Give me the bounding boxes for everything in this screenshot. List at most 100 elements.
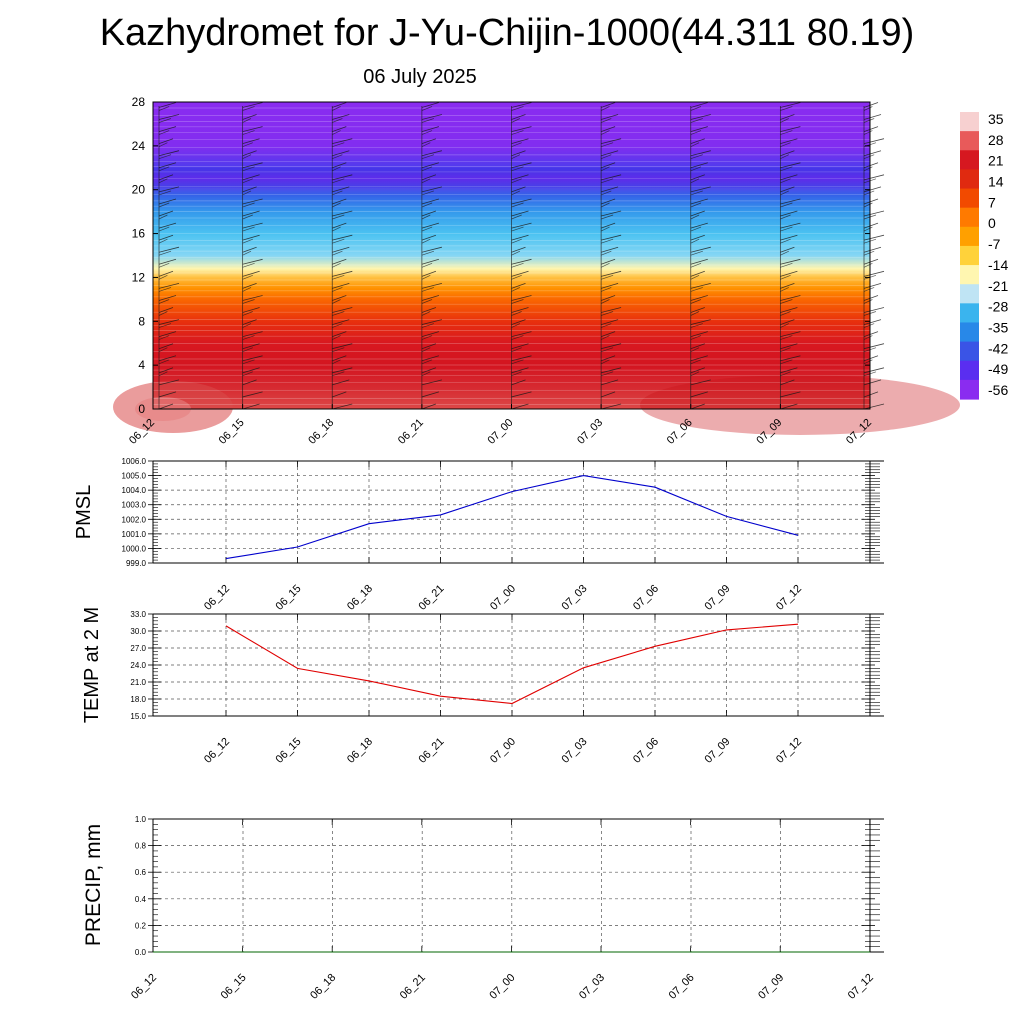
colorbar-label: 21: [988, 153, 1004, 169]
wind-barb-feather: [600, 250, 612, 256]
wind-barb: [421, 222, 440, 229]
colorbar-swatch: [960, 265, 979, 285]
wind-barb: [601, 307, 622, 313]
wind-barb: [158, 114, 180, 120]
x-tick-label: 06_15: [219, 972, 249, 1002]
wind-barb-feather: [332, 287, 343, 292]
colorbar-label: -35: [988, 320, 1008, 336]
wind-barb-feather: [158, 299, 170, 304]
x-tick-label: 07_06: [631, 736, 661, 766]
wind-barb: [158, 234, 174, 241]
wind-barb-feather: [863, 190, 875, 196]
wind-barb: [601, 174, 622, 181]
wind-barb-feather: [511, 250, 521, 256]
wind-barb: [332, 307, 353, 313]
wind-barb-feather: [242, 250, 252, 256]
colorbar-swatch: [960, 169, 979, 190]
wind-barb-feather: [242, 299, 255, 304]
wind-barb-feather: [511, 130, 524, 135]
wind-barb: [158, 150, 180, 157]
wind-barb-feather: [511, 190, 521, 196]
wind-barb: [863, 234, 885, 241]
wind-barb: [780, 126, 801, 132]
wind-barb-feather: [332, 311, 345, 316]
wind-barb-feather: [242, 359, 255, 365]
wind-barb: [158, 403, 174, 410]
wind-barb: [780, 319, 795, 325]
wind-barb-feather: [332, 130, 341, 135]
wind-barb-feather: [158, 178, 168, 184]
wind-barb: [511, 222, 532, 229]
wind-barb-column: [511, 102, 532, 410]
wind-barb: [780, 258, 801, 265]
wind-barb: [332, 234, 353, 241]
wind-barb-feather: [511, 214, 522, 220]
wind-barb-feather: [780, 299, 793, 304]
wind-barb-feather: [421, 190, 435, 196]
wind-barb: [600, 198, 616, 205]
wind-barb-feather: [690, 190, 703, 196]
wind-barb: [421, 367, 437, 374]
wind-barb: [421, 307, 437, 313]
wind-barb: [690, 319, 711, 325]
x-tick-label: 06_15: [274, 736, 304, 766]
colorbar-label: -56: [988, 382, 1008, 398]
y-tick-label: 1000.0: [122, 544, 147, 553]
wind-barb-column: [331, 102, 353, 410]
wind-barb: [421, 331, 440, 338]
wind-barb-feather: [780, 359, 793, 365]
wind-barb: [863, 343, 885, 350]
wind-barb: [158, 210, 174, 217]
wind-barb-feather: [690, 178, 700, 184]
y-tick-label: 0: [138, 402, 145, 416]
colorbar-label: -7: [988, 236, 1001, 252]
x-tick-label: 07_06: [667, 972, 697, 1002]
wind-barb: [332, 331, 347, 338]
wind-barb: [780, 222, 801, 229]
colorbar-label: -21: [988, 278, 1008, 294]
wind-barb: [690, 355, 708, 362]
x-tick-label: 07_12: [774, 583, 804, 613]
x-tick-label: 06_21: [396, 417, 426, 447]
wind-barb-feather: [511, 202, 524, 208]
colorbar-swatch: [960, 322, 979, 343]
wind-barb: [690, 138, 705, 145]
wind-barb-feather: [690, 335, 702, 340]
wind-barb: [690, 114, 711, 120]
wind-barb-feather: [511, 287, 521, 292]
wind-barb-feather: [690, 130, 702, 135]
pmsl-panel: 999.0 1000.0 1001.0 1002.0 1003.0 1004.0 1005.…: [73, 457, 884, 613]
wind-barb: [690, 234, 705, 241]
warm-core-right: [640, 375, 960, 435]
wind-barb: [863, 295, 879, 301]
colorbar-swatch: [960, 112, 979, 132]
wind-barb: [511, 355, 532, 362]
wind-barb: [780, 270, 798, 277]
y-tick-label: 12: [132, 270, 146, 284]
wind-barb: [332, 150, 350, 157]
wind-barb: [601, 150, 619, 157]
wind-barb: [242, 331, 263, 338]
wind-barb: [600, 355, 616, 362]
wind-barb: [511, 126, 532, 132]
wind-barb: [242, 295, 263, 301]
wind-barb-feather: [421, 130, 433, 135]
wind-barb: [511, 246, 526, 253]
wind-barb-feather: [332, 106, 341, 111]
y-axis-label: TEMP at 2 M: [81, 607, 103, 723]
wind-barb-column: [421, 102, 442, 410]
wind-barb: [511, 138, 529, 145]
wind-barb-feather: [511, 323, 521, 328]
wind-barb-feather: [863, 118, 875, 123]
wind-barb: [421, 126, 440, 132]
y-tick-label: 16: [132, 227, 146, 241]
wind-barb-feather: [511, 274, 522, 280]
wind-barb-feather: [242, 262, 255, 268]
wind-barb: [601, 114, 619, 120]
x-tick-label: 06_15: [274, 583, 304, 613]
wind-barb: [690, 102, 708, 108]
wind-barb: [863, 126, 879, 132]
wind-barb-feather: [690, 371, 700, 377]
wind-barb: [690, 126, 708, 132]
wind-barb-feather: [421, 202, 433, 208]
